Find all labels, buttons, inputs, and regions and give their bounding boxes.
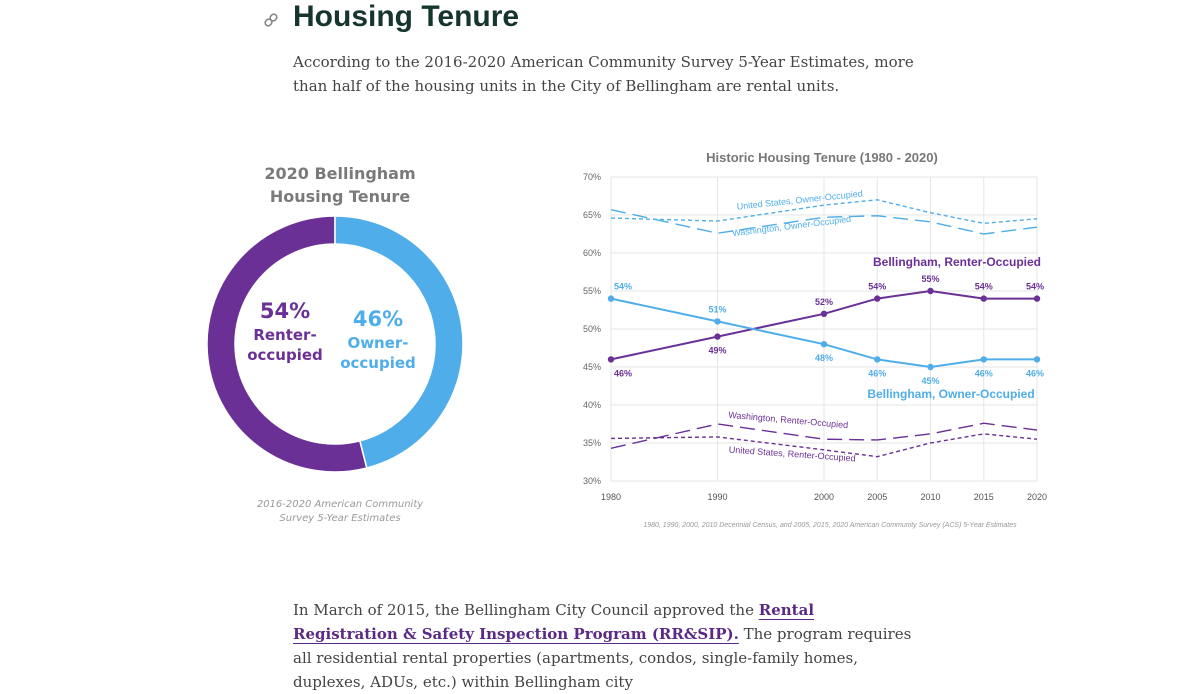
series-marker: [1033, 356, 1041, 363]
series-marker: [1033, 295, 1041, 302]
x-tick-label: 2010: [920, 492, 940, 502]
x-tick-label: 1990: [707, 492, 727, 502]
slice-value-label: 54%: [259, 299, 311, 323]
body-paragraph: In March of 2015, the Bellingham City Co…: [293, 598, 918, 694]
slice-value-label: 46%: [352, 307, 404, 331]
value-label: 49%: [708, 346, 726, 356]
value-label: 54%: [1026, 282, 1044, 292]
value-label: 52%: [815, 297, 833, 307]
series-marker: [874, 295, 881, 302]
series-marker: [874, 356, 881, 363]
series-label: Bellingham, Owner-Occupied: [867, 387, 1034, 401]
value-label: 46%: [1026, 368, 1044, 378]
intro-paragraph: According to the 2016-2020 American Comm…: [293, 53, 914, 95]
donut-slice: [206, 215, 368, 473]
slice-category-label: Renter-occupied: [247, 326, 323, 364]
series-marker: [927, 363, 934, 371]
y-tick-label: 70%: [583, 172, 601, 182]
donut-title: 2020 Bellingham Housing Tenure: [264, 164, 416, 206]
line-chart-source: 1980, 1990, 2000, 2010 Decennial Census,…: [643, 522, 1017, 529]
y-tick-label: 35%: [583, 438, 601, 448]
value-label: 54%: [868, 282, 886, 292]
y-tick-label: 30%: [583, 476, 601, 486]
series-marker: [820, 310, 828, 317]
y-tick-label: 60%: [583, 248, 601, 258]
value-label: 48%: [815, 353, 833, 363]
x-tick-label: 1980: [601, 492, 621, 502]
series-marker: [714, 333, 721, 340]
series-label: Washington, Owner-Occupied: [732, 214, 852, 239]
y-tick-label: 65%: [583, 210, 601, 220]
x-tick-label: 2020: [1027, 492, 1047, 502]
series-marker: [980, 356, 987, 363]
series-line: [610, 199, 1038, 225]
value-label: 54%: [614, 282, 632, 292]
y-tick-label: 40%: [583, 400, 601, 410]
series-line: [610, 433, 1038, 458]
anchor-icon[interactable]: [263, 12, 279, 28]
slice-label: 54% Renter-occupied: [240, 297, 330, 365]
series-marker: [607, 295, 615, 302]
series-marker: [927, 287, 934, 295]
y-tick-label: 55%: [583, 286, 601, 296]
donut-slice: [334, 215, 464, 469]
value-label: 45%: [921, 376, 939, 386]
series-marker: [820, 341, 828, 348]
program-link[interactable]: Rental Registration & Safety Inspection …: [293, 601, 815, 643]
y-tick-label: 45%: [583, 362, 601, 372]
slice-label: 46% Owner-occupied: [333, 305, 423, 373]
series-marker: [980, 295, 987, 302]
y-tick-label: 50%: [583, 324, 601, 334]
charts: Historic Housing Tenure (1980 - 2020) 30%…: [206, 150, 1047, 529]
series-label: Bellingham, Renter-Occupied: [873, 255, 1041, 269]
x-tick-label: 2015: [974, 492, 994, 502]
line-chart-title: Historic Housing Tenure (1980 - 2020): [706, 150, 938, 165]
value-label: 51%: [708, 304, 726, 314]
series-marker: [607, 356, 615, 363]
x-tick-label: 2005: [867, 492, 887, 502]
page: Housing Tenure According to the 2016-202…: [206, 0, 1048, 691]
series-label: United States, Renter-Occupied: [728, 445, 855, 464]
series-label: Washington, Renter-Occupied: [728, 410, 849, 430]
body-text: In March of 2015, the Bellingham City Co…: [293, 601, 759, 619]
value-label: 55%: [921, 274, 939, 284]
value-label: 46%: [868, 368, 886, 378]
series-line: [610, 422, 1038, 450]
series-marker: [714, 318, 721, 325]
x-tick-label: 2000: [814, 492, 834, 502]
donut-source: 2016-2020 American Community Survey 5-Ye…: [256, 499, 424, 524]
value-label: 46%: [975, 368, 993, 378]
slice-category-label: Owner-occupied: [340, 334, 416, 372]
value-label: 54%: [975, 282, 993, 292]
page-title: Housing Tenure: [293, 0, 520, 33]
value-label: 46%: [614, 368, 632, 378]
series-line: [610, 208, 1038, 235]
